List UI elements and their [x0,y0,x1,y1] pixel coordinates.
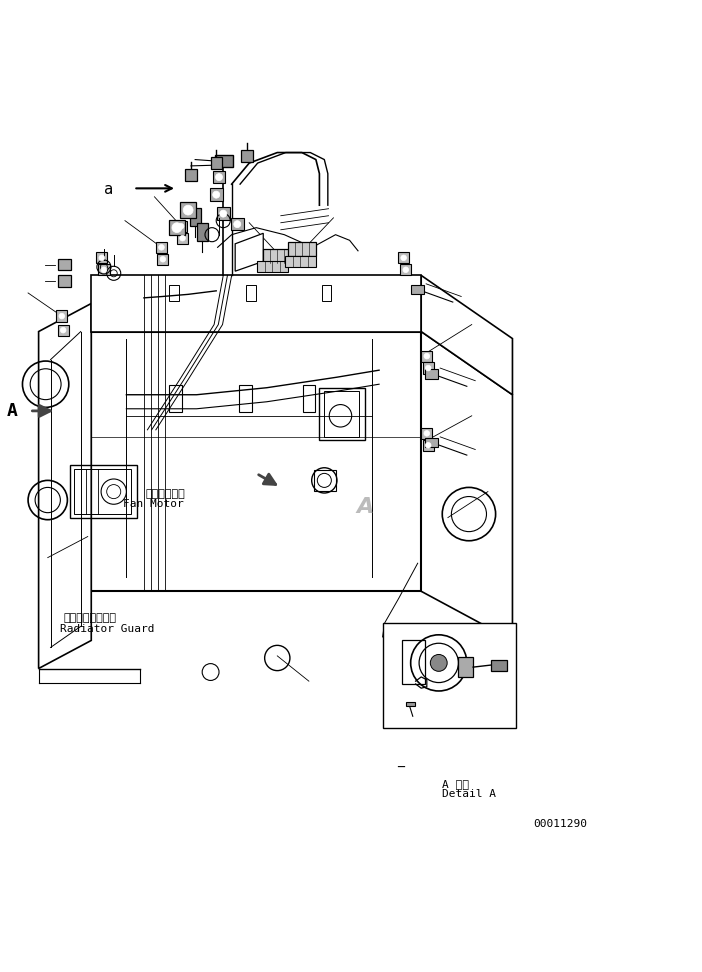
Bar [190,208,201,226]
Circle shape [430,654,447,672]
Bar [215,156,233,166]
Bar [314,469,336,491]
Bar [324,392,359,436]
Text: Detail A: Detail A [442,789,496,799]
Bar [425,437,438,447]
Bar [425,368,438,378]
Polygon shape [421,275,512,395]
Bar [406,702,415,707]
Bar [96,253,107,263]
Bar [180,202,196,218]
Text: ファンモータ: ファンモータ [145,489,185,499]
Bar [411,285,424,295]
Bar [241,151,253,161]
Circle shape [425,442,431,448]
Bar [58,260,71,270]
Bar [197,223,208,241]
Bar [322,285,331,300]
Bar [423,439,434,451]
Circle shape [180,235,185,241]
Circle shape [160,257,166,262]
Bar [217,207,230,220]
Bar [285,256,316,267]
Bar [421,428,432,439]
Bar [185,169,197,181]
Bar [176,221,187,232]
Polygon shape [235,233,263,271]
Bar [458,657,473,677]
Circle shape [101,267,107,272]
Circle shape [59,313,65,319]
Polygon shape [421,331,512,641]
Circle shape [425,365,431,371]
Circle shape [172,223,182,232]
Circle shape [220,210,227,217]
Bar [400,264,411,275]
Circle shape [60,328,66,333]
Polygon shape [39,303,91,669]
Bar [58,325,69,335]
Bar [74,469,131,514]
Circle shape [424,354,430,359]
Bar [98,264,110,275]
Bar [402,641,425,684]
Circle shape [403,267,409,272]
Bar [257,260,288,272]
Bar [169,220,185,235]
Bar [56,310,67,322]
Text: ラジエータガード: ラジエータガード [63,613,116,623]
Bar [319,388,365,440]
Text: Fan Motor: Fan Motor [123,500,183,509]
Polygon shape [91,275,421,331]
Bar [398,253,409,263]
Bar [156,242,167,253]
Text: 00011290: 00011290 [534,819,588,829]
Circle shape [178,224,184,229]
Text: A 詳細: A 詳細 [442,780,469,789]
Bar [213,171,225,184]
Polygon shape [91,331,421,591]
Bar [288,242,316,256]
Bar [58,275,71,287]
Bar [210,189,223,201]
Bar [263,249,291,262]
Bar [239,385,252,411]
Bar [169,385,182,411]
Polygon shape [383,623,516,728]
Circle shape [183,205,193,215]
Circle shape [234,221,241,227]
Text: A: A [7,401,18,420]
Bar [421,351,432,362]
Circle shape [216,174,223,181]
Bar [246,285,256,300]
Bar [211,157,222,169]
Bar [303,385,315,411]
Circle shape [401,255,406,260]
Circle shape [159,245,164,250]
Text: A: A [357,497,373,517]
Bar [231,218,244,230]
Text: a: a [105,182,113,196]
Bar [423,363,434,373]
Circle shape [99,255,105,260]
Bar [177,232,188,244]
Text: _: _ [397,754,404,768]
Circle shape [213,191,220,198]
Bar [157,254,168,265]
Bar [169,285,179,300]
Circle shape [424,431,430,436]
Bar [491,660,507,672]
Bar [70,465,137,517]
Text: Radiator Guard: Radiator Guard [60,624,154,634]
